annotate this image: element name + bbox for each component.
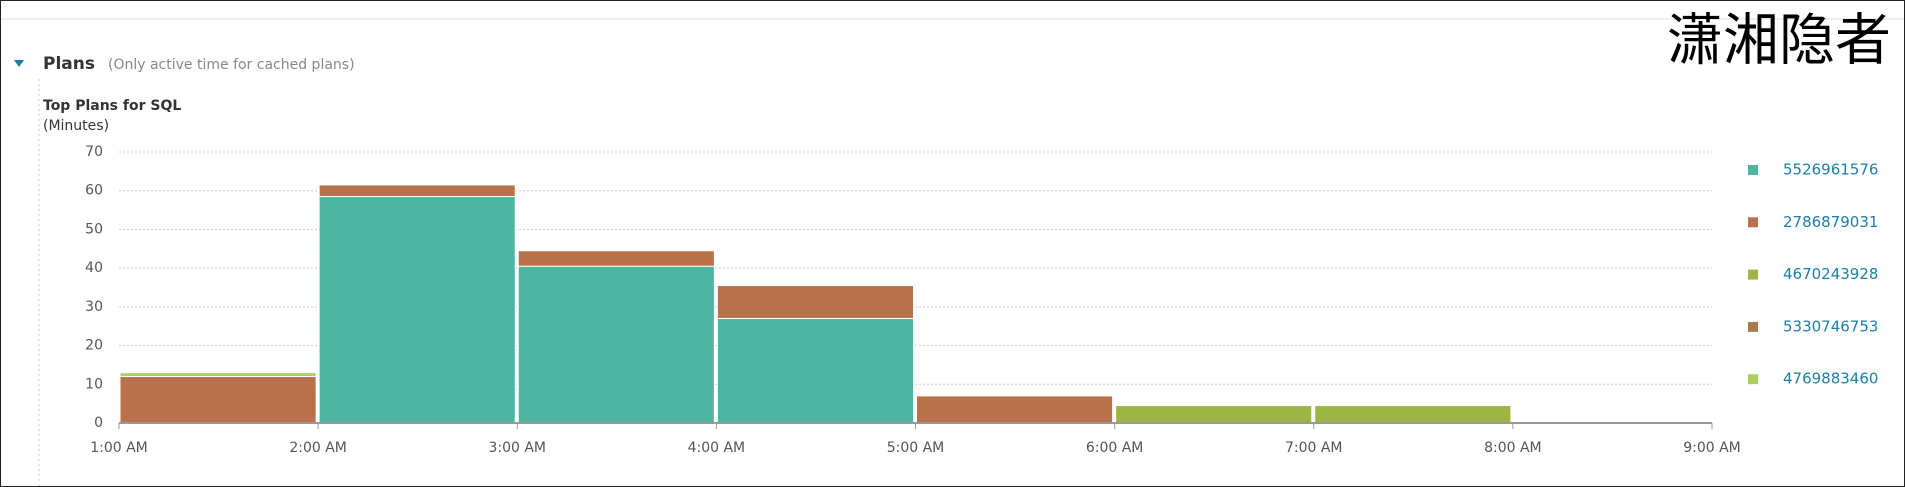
bar-segment	[318, 184, 516, 198]
legend-swatch	[1748, 321, 1758, 332]
x-tick-label: 3:00 AM	[488, 440, 546, 456]
y-tick-label: 40	[85, 260, 103, 276]
bar-segment	[119, 372, 317, 378]
x-tick-label: 7:00 AM	[1285, 440, 1343, 456]
chart-title: Top Plans for SQL	[43, 98, 181, 114]
collapse-toggle[interactable]	[14, 60, 24, 67]
legend-swatch	[1748, 217, 1758, 228]
watermark: 潇湘隐者	[1667, 9, 1891, 74]
x-tick-label: 4:00 AM	[688, 440, 746, 456]
bar-segment	[119, 376, 317, 424]
legend-swatch	[1748, 165, 1758, 175]
y-tick-label: 20	[85, 338, 103, 354]
bar-segment	[716, 285, 914, 319]
section-title: Plans	[43, 54, 95, 74]
section-subtitle: (Only active time for cached plans)	[108, 57, 355, 73]
y-tick-label: 10	[85, 376, 103, 392]
y-tick-label: 60	[85, 183, 103, 199]
legend-label[interactable]: 4670243928	[1783, 265, 1878, 283]
x-tick-label: 9:00 AM	[1683, 440, 1741, 456]
x-tick-label: 6:00 AM	[1086, 440, 1144, 456]
bar-segment	[517, 265, 715, 424]
legend-label[interactable]: 4769883460	[1783, 370, 1878, 388]
bar-segment	[916, 395, 1114, 424]
x-tick-label: 8:00 AM	[1484, 440, 1542, 456]
y-tick-label: 70	[85, 144, 103, 160]
bar-segment	[1115, 405, 1313, 424]
y-tick-label: 0	[94, 415, 103, 431]
legend-label[interactable]: 5526961576	[1783, 161, 1878, 179]
y-axis-label: (Minutes)	[43, 118, 109, 134]
x-tick-label: 5:00 AM	[887, 440, 945, 456]
x-tick-label: 2:00 AM	[289, 440, 347, 456]
bar-segment	[318, 196, 516, 424]
bar-segment	[1314, 405, 1512, 424]
bar-segment	[517, 250, 715, 267]
bar-segment	[716, 317, 914, 424]
legend-swatch	[1748, 374, 1758, 385]
y-tick-label: 30	[85, 299, 103, 315]
legend-swatch	[1748, 269, 1758, 280]
y-tick-label: 50	[85, 221, 103, 237]
x-tick-label: 1:00 AM	[90, 440, 148, 456]
legend-label[interactable]: 5330746753	[1783, 317, 1878, 335]
legend-label[interactable]: 2786879031	[1783, 213, 1878, 231]
